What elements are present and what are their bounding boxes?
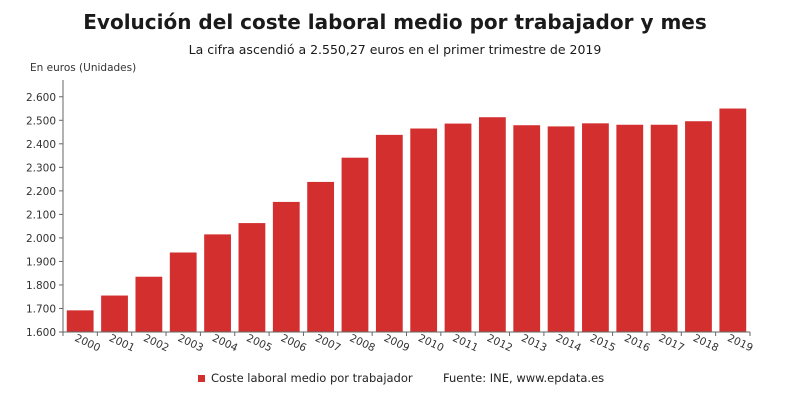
x-tick-label: 2014 — [554, 332, 584, 354]
y-tick-label: 2.600 — [26, 92, 56, 104]
y-tick-label: 2.100 — [26, 209, 56, 221]
bar-2019 — [719, 108, 747, 333]
bar-2001 — [101, 295, 128, 332]
chart-legend: Coste laboral medio por trabajador — [198, 371, 413, 385]
y-tick-label: 2.400 — [26, 139, 56, 151]
x-tick-label: 2016 — [622, 332, 652, 354]
legend-series-label: Coste laboral medio por trabajador — [211, 371, 413, 385]
bar-2010 — [410, 128, 438, 332]
bar-2000 — [66, 310, 94, 332]
chart-title: Evolución del coste laboral medio por tr… — [83, 10, 707, 34]
y-tick-label: 2.000 — [26, 233, 56, 245]
bar-2004 — [204, 234, 231, 332]
bar-2014 — [547, 126, 575, 332]
bar-2002 — [135, 276, 163, 332]
bar-2015 — [582, 123, 609, 332]
bar-2006 — [272, 201, 300, 332]
bar-2012 — [478, 117, 506, 332]
bar-2008 — [341, 157, 369, 332]
y-axis-unit-label: En euros (Unidades) — [30, 62, 137, 74]
y-tick-label: 2.200 — [26, 186, 56, 198]
bar-2018 — [685, 121, 712, 332]
y-tick-label: 1.900 — [26, 256, 56, 268]
bar-2003 — [169, 252, 197, 332]
chart-subtitle: La cifra ascendió a 2.550,27 euros en el… — [188, 42, 602, 57]
bar-2017 — [650, 124, 678, 332]
y-tick-label: 1.600 — [26, 327, 56, 339]
x-tick-label: 2004 — [210, 332, 240, 354]
y-tick-label: 2.500 — [26, 115, 56, 127]
bar-2016 — [616, 124, 644, 332]
bar-2011 — [444, 123, 472, 333]
y-tick-label: 1.700 — [26, 303, 56, 315]
y-tick-label: 2.300 — [26, 162, 56, 174]
x-tick-label: 2006 — [279, 332, 309, 354]
bar-2007 — [307, 181, 335, 332]
legend-swatch — [198, 374, 205, 382]
source-note: Fuente: INE, www.epdata.es — [443, 371, 605, 385]
bar-2009 — [375, 134, 403, 332]
y-tick-label: 1.800 — [26, 280, 56, 292]
bar-2005 — [238, 223, 266, 332]
bar-2013 — [513, 125, 541, 333]
